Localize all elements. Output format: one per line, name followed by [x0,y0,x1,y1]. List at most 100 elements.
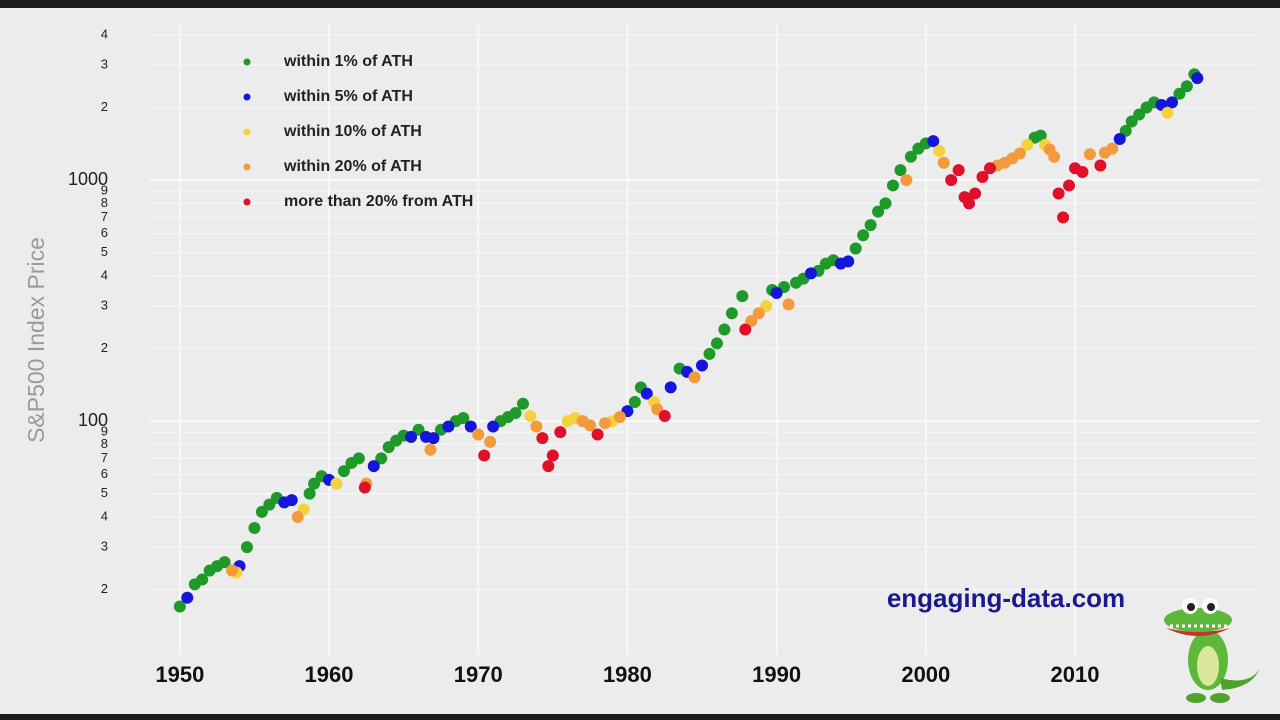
data-point [710,337,723,350]
y-tick-label: 3 [101,57,108,72]
data-point [1113,133,1126,146]
data-point [696,359,709,372]
data-point [718,323,731,336]
data-point [703,347,716,360]
y-tick-label: 4 [101,267,108,282]
data-point [484,435,497,448]
legend: within 1% of ATH within 5% of ATH within 1… [243,53,473,210]
grid [150,25,1260,655]
y-tick-label: 2 [101,581,108,596]
data-point [1034,129,1047,142]
data-point [900,174,913,187]
data-point [1076,166,1089,179]
x-tick-label: 2000 [901,662,950,687]
legend-label: within 1% of ATH [283,53,413,70]
legend-marker [243,93,251,101]
data-point [536,432,549,445]
data-point [546,449,559,462]
data-point [640,387,653,400]
data-point [405,430,418,443]
data-point [240,541,253,554]
data-point [864,219,877,232]
data-point [308,477,321,490]
data-point [664,381,677,394]
data-point [760,300,773,313]
data-point [1161,106,1174,119]
legend-marker [243,58,251,66]
data-point [1165,96,1178,109]
data-point [516,397,529,410]
x-tick-label: 1960 [305,662,354,687]
y-tick-label: 8 [101,436,108,451]
y-tick-label: 6 [101,225,108,240]
legend-marker [243,128,251,136]
y-tick-label: 8 [101,195,108,210]
data-point [412,423,425,436]
points [173,68,1204,613]
data-point [1063,179,1076,192]
data-point [945,174,958,187]
data-point [442,420,455,433]
data-point [478,449,491,462]
background [0,8,1280,714]
x-tick-label: 1970 [454,662,503,687]
data-point [927,135,940,148]
data-point [509,407,522,420]
data-point [599,417,612,430]
data-point [1133,108,1146,121]
data-point [857,229,870,242]
data-point [628,395,641,408]
data-point [736,290,749,303]
data-point [358,481,371,494]
y-tick-label: 4 [101,508,108,523]
y-tick-label: 9 [101,183,108,198]
y-tick-label: 6 [101,466,108,481]
data-point [530,420,543,433]
data-point [542,460,555,473]
legend-label: within 10% of ATH [283,123,422,140]
data-point [337,465,350,478]
data-point [725,307,738,320]
data-point [464,420,477,433]
data-point [976,170,989,183]
data-point [1013,147,1026,160]
data-point [352,452,365,465]
data-point [285,494,298,507]
y-axis-label: S&P500 Index Price [23,237,49,443]
data-point [613,410,626,423]
data-point [291,510,304,523]
data-point [524,409,537,422]
data-point [1173,87,1186,100]
data-point [658,409,671,422]
y-tick-label: 7 [101,209,108,224]
x-tick-label: 1950 [155,662,204,687]
legend-label: more than 20% from ATH [284,193,473,210]
data-point [1057,211,1070,224]
y-tick-label: 9 [101,424,108,439]
legend-marker [243,163,251,171]
data-point [969,187,982,200]
y-tick-label: 1000 [68,169,108,189]
data-point [752,307,765,320]
y-tick-label: 4 [101,26,108,41]
data-point [1106,142,1119,155]
data-point [472,428,485,441]
data-point [983,162,996,175]
y-tick-label: 100 [78,410,108,430]
data-point [1021,138,1034,151]
x-tick-label: 2010 [1051,662,1100,687]
x-tick-label: 1990 [752,662,801,687]
data-point [424,443,437,456]
legend-label: within 5% of ATH [283,88,413,105]
data-point [330,477,343,490]
data-point [952,164,965,177]
data-point [218,556,231,569]
data-point [933,145,946,158]
data-point [1083,148,1096,161]
data-point [739,323,752,336]
data-point [248,522,261,535]
data-point [487,420,500,433]
